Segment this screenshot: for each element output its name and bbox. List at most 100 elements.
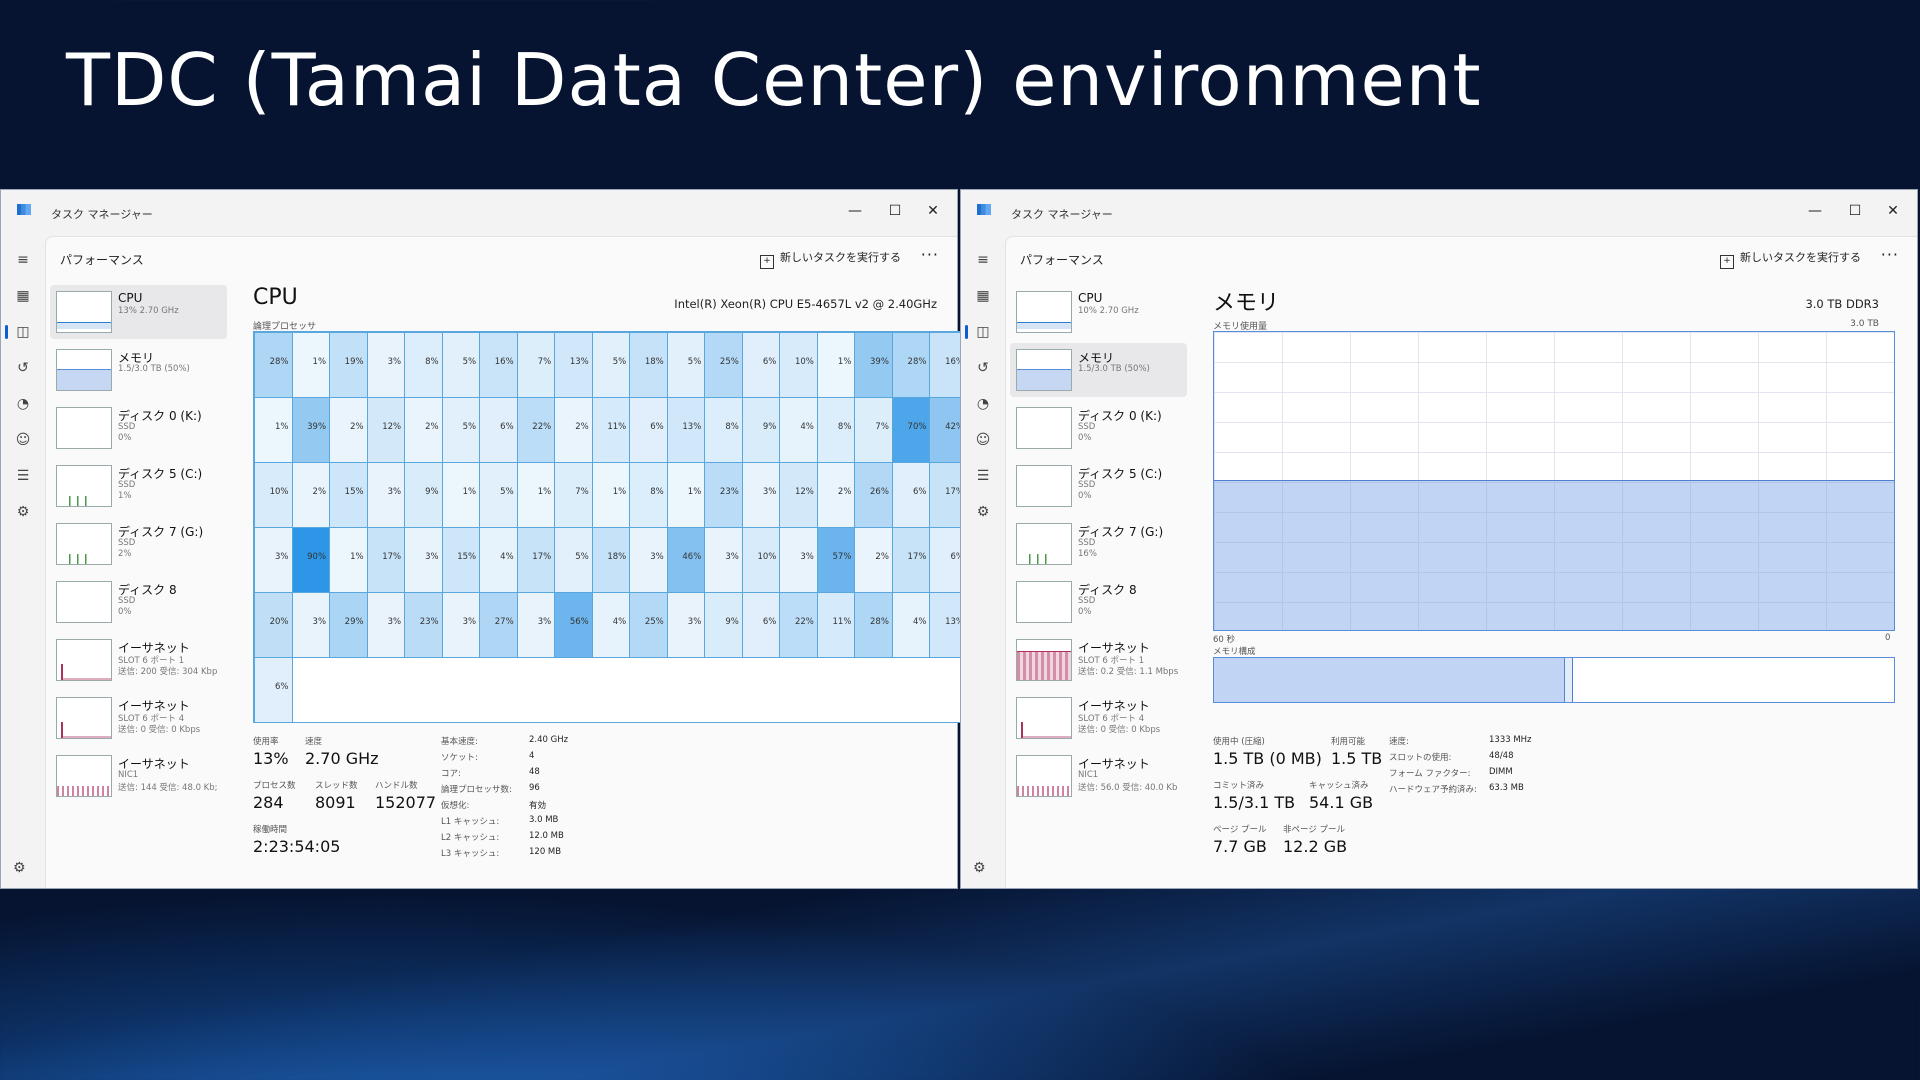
sidebar-item-disk-5[interactable]: ディスク 5 (C:) SSD 0% [1010, 459, 1187, 513]
sidebar-item-ethernet-port4[interactable]: イーサネット SLOT 6 ポート 4 送信: 0 受信: 0 Kbps [50, 691, 227, 745]
sidebar-item-memory[interactable]: メモリ 1.5/3.0 TB (50%) [1010, 343, 1187, 397]
sidebar-item-name: イーサネット [118, 641, 190, 655]
handle-label: ハンドル数 [375, 781, 418, 791]
cpu-core-cell: 20% [254, 592, 293, 658]
processes-icon[interactable]: ▦ [976, 288, 990, 304]
cpu-core-cell: 2% [329, 397, 368, 463]
cpu-core-cell: 6% [629, 397, 668, 463]
run-task-icon: + [1720, 255, 1734, 269]
commit-value: 1.5/3.1 TB [1213, 793, 1296, 812]
sidebar-item-memory[interactable]: メモリ 1.5/3.0 TB (50%) [50, 343, 227, 397]
disk0-thumbnail-graph [56, 407, 112, 449]
cpu-core-cell: 10% [741, 527, 781, 593]
title-bar[interactable]: タスク マネージャー — ☐ ✕ [961, 190, 1917, 236]
startup-apps-icon[interactable]: ◔ [16, 396, 30, 412]
cached-label: キャッシュ済み [1309, 781, 1369, 791]
sidebar-item-detail: 送信: 0 受信: 0 Kbps [118, 725, 201, 735]
sidebar-item-name: ディスク 0 (K:) [1078, 409, 1162, 423]
graph-caption: メモリ使用量 [1213, 322, 1268, 332]
services-icon[interactable]: ⚙ [976, 504, 990, 520]
sidebar-item-cpu[interactable]: CPU 10% 2.70 GHz [1010, 285, 1187, 339]
performance-icon[interactable]: ◫ [5, 322, 33, 342]
maximize-button[interactable]: ☐ [1848, 203, 1862, 219]
users-icon[interactable]: ☺ [975, 432, 991, 448]
sidebar-item-disk-0[interactable]: ディスク 0 (K:) SSD 0% [1010, 401, 1187, 455]
spec-label: L2 キャッシュ: [441, 833, 500, 843]
sidebar-item-ethernet-port4[interactable]: イーサネット SLOT 6 ポート 4 送信: 0 受信: 0 Kbps [1010, 691, 1187, 745]
startup-apps-icon[interactable]: ◔ [976, 396, 990, 412]
cpu-core-cell: 9% [404, 462, 443, 528]
sidebar-item-ethernet-nic1[interactable]: イーサネット NIC1 送信: 56.0 受信: 40.0 Kb [1010, 749, 1187, 803]
cpu-core-cell: 56% [554, 592, 593, 658]
sidebar-item-disk-0[interactable]: ディスク 0 (K:) SSD 0% [50, 401, 227, 455]
maximize-button[interactable]: ☐ [888, 203, 902, 219]
cpu-core-cell: 3% [629, 527, 668, 593]
graph-time-right: 0 [1885, 633, 1891, 643]
processes-icon[interactable]: ▦ [16, 288, 30, 304]
minimize-button[interactable]: — [1808, 203, 1822, 219]
sidebar-item-name: ディスク 5 (C:) [118, 467, 203, 481]
users-icon[interactable]: ☺ [15, 432, 31, 448]
run-new-task-button[interactable]: + 新しいタスクを実行する [760, 249, 901, 269]
close-button[interactable]: ✕ [1887, 203, 1899, 219]
sidebar-item-ethernet-nic1[interactable]: イーサネット NIC1 送信: 144 受信: 48.0 Kb; [50, 749, 227, 803]
cpu-core-cell: 11% [591, 397, 631, 463]
cpu-core-cell: 23% [404, 592, 443, 658]
cpu-stats: 使用率 速度 13% 2.70 GHz プロセス数 スレッド数 ハンドル数 28… [253, 735, 966, 875]
cpu-core-cell: 70% [891, 397, 931, 463]
sidebar-item-disk-8[interactable]: ディスク 8 SSD 0% [1010, 575, 1187, 629]
sidebar-item-detail: 送信: 0 受信: 0 Kbps [1078, 725, 1161, 735]
cpu-core-cell: 9% [704, 592, 743, 658]
sidebar-item-sub: NIC1 [118, 770, 139, 780]
cpu-core-cell: 39% [291, 397, 331, 463]
sidebar-item-sub: SLOT 6 ポート 4 [118, 714, 185, 724]
cpu-core-cell: 9% [741, 397, 781, 463]
sidebar-item-ethernet-port1[interactable]: イーサネット SLOT 6 ポート 1 送信: 200 受信: 304 Kbp [50, 633, 227, 687]
sidebar-item-ethernet-port1[interactable]: イーサネット SLOT 6 ポート 1 送信: 0.2 受信: 1.1 Mbps [1010, 633, 1187, 687]
util-label: 使用率 [253, 737, 279, 747]
cpu-core-cell: 1% [816, 332, 856, 398]
sidebar-item-disk-7[interactable]: ディスク 7 (G:) SSD 2% [50, 517, 227, 571]
ethernet-nic1-thumbnail-graph [1016, 755, 1072, 797]
details-icon[interactable]: ☰ [976, 468, 990, 484]
details-icon[interactable]: ☰ [16, 468, 30, 484]
sidebar-item-disk-5[interactable]: ディスク 5 (C:) SSD 1% [50, 459, 227, 513]
settings-icon[interactable]: ⚙ [973, 860, 986, 876]
app-history-icon[interactable]: ↺ [17, 360, 29, 376]
sidebar-item-disk-8[interactable]: ディスク 8 SSD 0% [50, 575, 227, 629]
close-button[interactable]: ✕ [927, 203, 939, 219]
sidebar-item-cpu[interactable]: CPU 13% 2.70 GHz [50, 285, 227, 339]
minimize-button[interactable]: — [848, 203, 862, 219]
spec-label: L3 キャッシュ: [441, 849, 500, 859]
performance-icon[interactable]: ◫ [965, 322, 993, 342]
ethernet-port4-thumbnail-graph [1016, 697, 1072, 739]
task-manager-app-icon [17, 204, 31, 215]
more-options-button[interactable]: ··· [920, 245, 939, 264]
cpu-core-cell: 17% [891, 527, 931, 593]
cpu-core-cell: 15% [329, 462, 368, 528]
memory-spec: 3.0 TB DDR3 [1805, 297, 1879, 311]
more-options-button[interactable]: ··· [1880, 245, 1899, 264]
avail-value: 1.5 TB [1331, 749, 1383, 768]
sidebar-item-name: CPU [1078, 291, 1103, 305]
uptime-value: 2:23:54:05 [253, 837, 341, 856]
settings-icon[interactable]: ⚙ [13, 860, 26, 876]
title-bar[interactable]: タスク マネージャー — ☐ ✕ [1, 190, 957, 236]
services-icon[interactable]: ⚙ [16, 504, 30, 520]
ethernet-port1-thumbnail-graph [1016, 639, 1072, 681]
cpu-core-cell: 8% [629, 462, 668, 528]
cpu-core-cell: 6% [479, 397, 518, 463]
sidebar-item-detail: 0% [118, 433, 132, 443]
sidebar-item-disk-7[interactable]: ディスク 7 (G:) SSD 16% [1010, 517, 1187, 571]
run-new-task-button[interactable]: + 新しいタスクを実行する [1720, 249, 1861, 269]
disk8-thumbnail-graph [56, 581, 112, 623]
hamburger-menu-icon[interactable]: ≡ [977, 252, 989, 268]
spec-label: 速度: [1389, 737, 1409, 747]
app-history-icon[interactable]: ↺ [977, 360, 989, 376]
hamburger-menu-icon[interactable]: ≡ [17, 252, 29, 268]
cpu-core-cell: 3% [666, 592, 706, 658]
cpu-core-cell: 22% [779, 592, 818, 658]
spec-label: L1 キャッシュ: [441, 817, 500, 827]
sidebar-item-name: ディスク 8 [1078, 583, 1137, 597]
cpu-core-cell: 3% [404, 527, 443, 593]
